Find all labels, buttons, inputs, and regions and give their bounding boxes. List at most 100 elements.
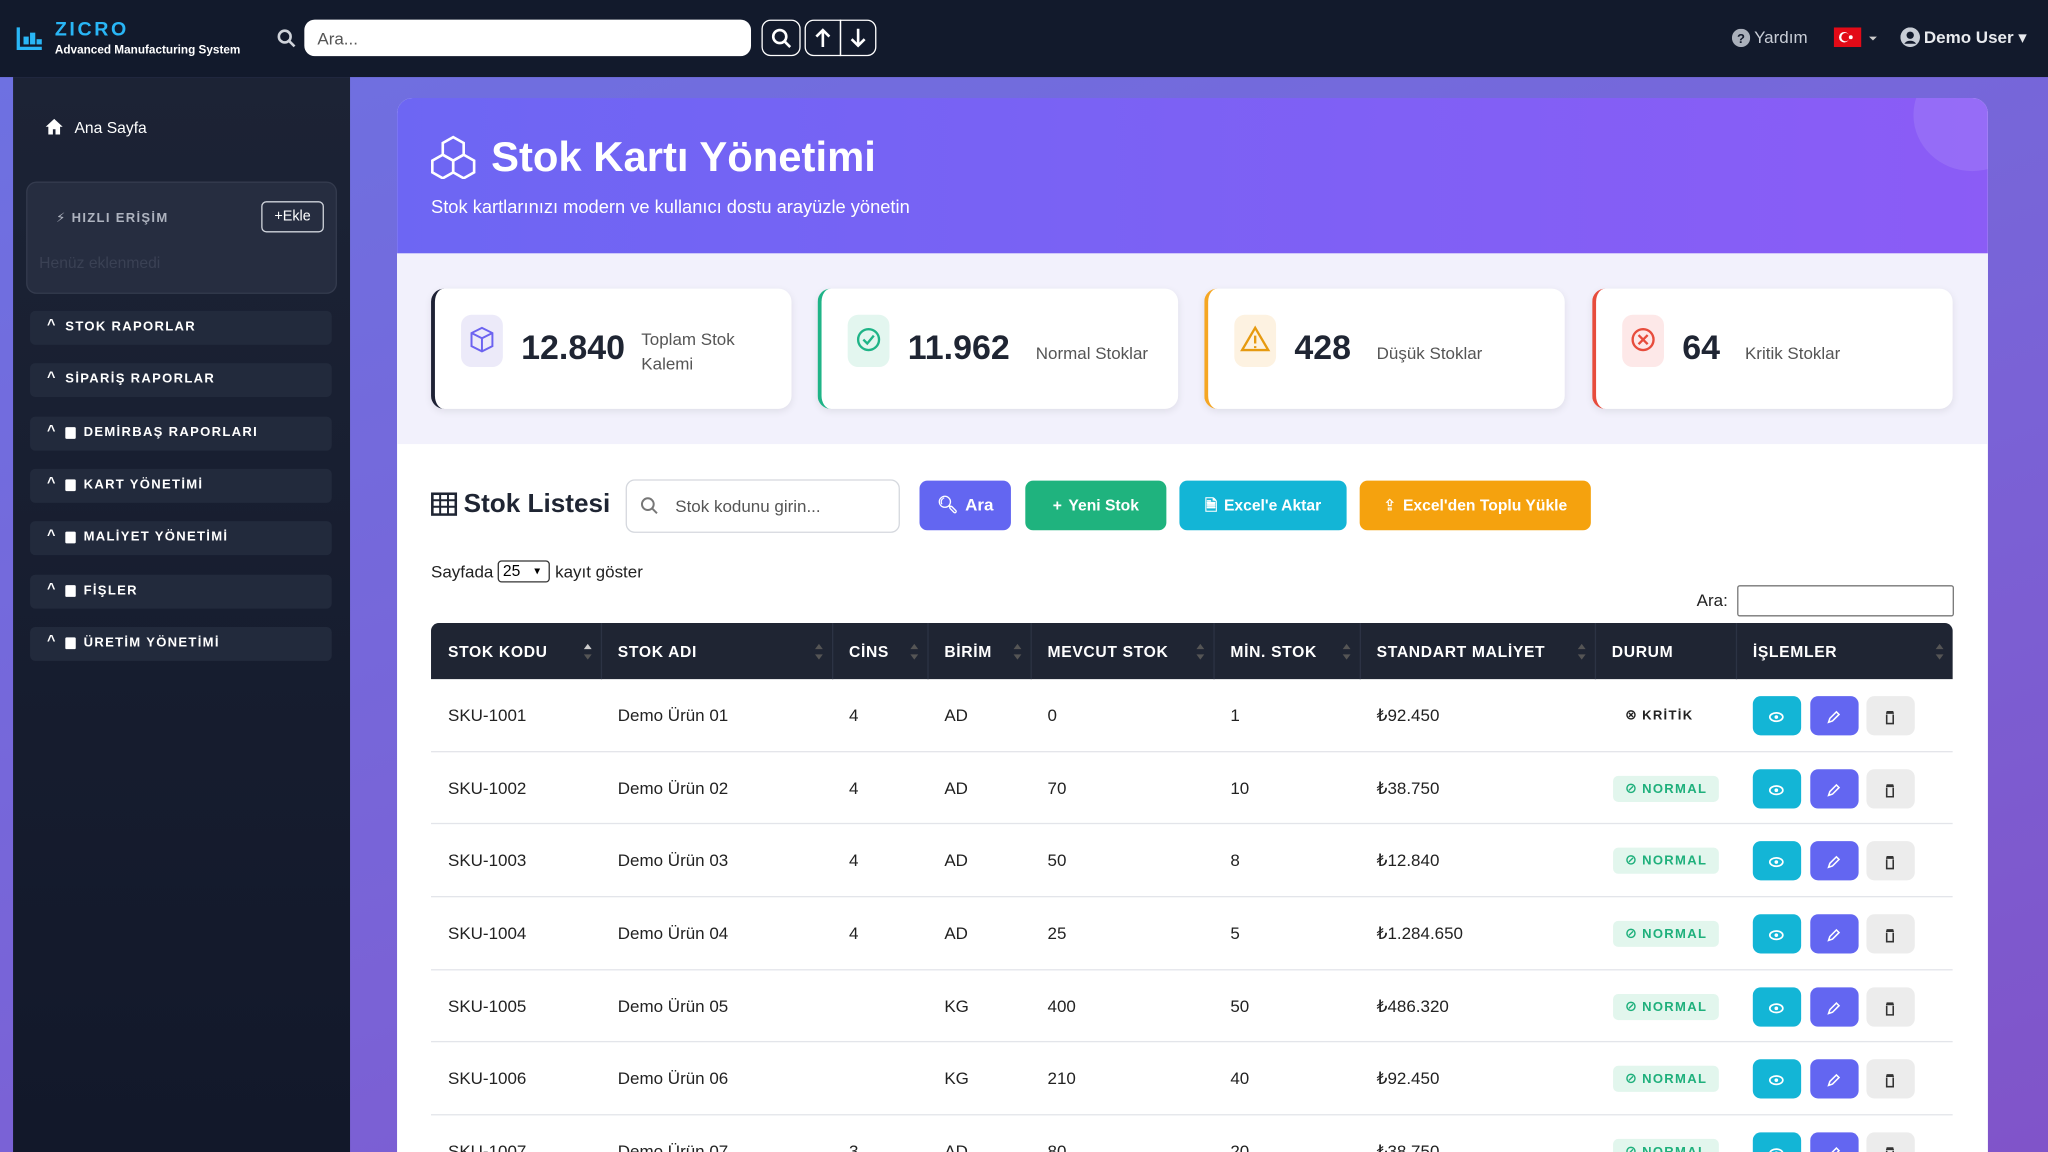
delete-button[interactable]	[1866, 768, 1915, 808]
brand: ZICRO	[54, 18, 129, 41]
menu-item[interactable]: ^ SİPARİŞ RAPORLAR	[30, 363, 332, 398]
prev-button[interactable]	[804, 19, 842, 57]
cell: 50	[1047, 850, 1067, 871]
edit-button[interactable]	[1810, 695, 1859, 736]
menu-item[interactable]: ^ MALİYET YÖNETİMİ	[30, 521, 332, 556]
cell: SKU-1005	[447, 996, 527, 1016]
menu-icon	[65, 531, 76, 544]
help-icon: ?	[1731, 28, 1751, 48]
column-header[interactable]: STOK ADI	[617, 642, 698, 661]
menu-chevron: ^	[47, 527, 56, 544]
menu-item[interactable]: ^ DEMİRBAŞ RAPORLARI	[30, 416, 332, 451]
cell: 5	[1230, 923, 1240, 943]
cell: AD	[944, 850, 968, 871]
column-header[interactable]: CİNS	[848, 642, 890, 661]
view-button[interactable]	[1752, 768, 1802, 808]
delete-button[interactable]	[1866, 695, 1915, 736]
view-button[interactable]	[1752, 695, 1802, 736]
menu-label: STOK RAPORLAR	[65, 319, 196, 335]
cell: 4	[848, 777, 859, 798]
cell: 210	[1047, 1068, 1076, 1089]
cell: SKU-1007	[447, 1141, 527, 1152]
quick-access-add[interactable]: +Ekle	[261, 201, 324, 233]
edit-button[interactable]	[1810, 841, 1859, 881]
delete-button[interactable]	[1866, 914, 1915, 954]
filter-input[interactable]	[1737, 585, 1954, 617]
toolbar-button[interactable]: ⇪ Excel'den Toplu Yükle	[1359, 480, 1591, 531]
status-badge: ⊘NORMAL	[1613, 847, 1719, 875]
column-header[interactable]: BİRİM	[944, 642, 992, 661]
help-link[interactable]: Yardım	[1754, 27, 1808, 48]
cell: KG	[944, 1068, 969, 1089]
cell: AD	[944, 1141, 968, 1152]
toolbar-button[interactable]: + Yeni Stok	[1025, 480, 1167, 531]
column-header[interactable]: İŞLEMLER	[1752, 642, 1838, 661]
column-divider	[927, 623, 929, 680]
column-header[interactable]: DURUM	[1611, 642, 1674, 661]
cell: AD	[944, 923, 968, 943]
menu-label: KART YÖNETİMİ	[83, 477, 204, 493]
edit-button[interactable]	[1810, 1132, 1859, 1152]
menu-icon	[65, 637, 76, 649]
stat-value: 428	[1294, 327, 1352, 368]
toolbar-button[interactable]: 🗎︎ Excel'e Aktar	[1179, 480, 1347, 531]
view-button[interactable]	[1752, 1132, 1802, 1152]
column-divider	[1213, 623, 1215, 680]
user-menu[interactable]: Demo User ▾	[1923, 27, 2027, 48]
status-icon: ⊘	[1624, 853, 1639, 869]
status-text: NORMAL	[1642, 1146, 1707, 1152]
menu-item[interactable]: ^ FİŞLER	[30, 574, 332, 608]
logo-icon	[16, 27, 42, 50]
status-icon: ⊗	[1624, 707, 1639, 724]
cell: 25	[1047, 923, 1067, 943]
button-icon: +	[1052, 496, 1062, 515]
column-header[interactable]: MEVCUT STOK	[1047, 642, 1169, 661]
cell: ₺486.320	[1376, 996, 1449, 1016]
edit-button[interactable]	[1810, 986, 1859, 1027]
view-button[interactable]	[1752, 841, 1802, 881]
view-button[interactable]	[1752, 986, 1802, 1027]
edit-button[interactable]	[1810, 1059, 1859, 1099]
status-badge: ⊘NORMAL	[1613, 1138, 1719, 1152]
next-button[interactable]	[839, 19, 877, 57]
status-icon: ⊘	[1624, 998, 1639, 1015]
delete-button[interactable]	[1866, 841, 1915, 881]
menu-item[interactable]: ^ STOK RAPORLAR	[30, 310, 332, 345]
cell: SKU-1004	[447, 923, 527, 943]
cell: 400	[1047, 996, 1076, 1016]
cell: Demo Ürün 05	[617, 996, 729, 1016]
table-row	[431, 897, 1953, 971]
column-header[interactable]: STANDART MALİYET	[1376, 642, 1546, 661]
edit-button[interactable]	[1810, 914, 1859, 954]
toolbar-button[interactable]: 🔍︎ Ara	[919, 480, 1011, 531]
stat-label: Toplam Stok Kalemi	[641, 329, 735, 374]
cell: Demo Ürün 02	[617, 777, 729, 798]
home-link[interactable]: Ana Sayfa	[74, 118, 147, 138]
language-flag[interactable]	[1833, 27, 1878, 48]
cell: SKU-1006	[447, 1068, 527, 1089]
menu-item[interactable]: ^ ÜRETİM YÖNETİMİ	[30, 626, 332, 661]
menu-item[interactable]: ^ KART YÖNETİMİ	[30, 468, 332, 503]
view-button[interactable]	[1752, 914, 1802, 954]
page-size-select[interactable]: 25 ▾	[497, 560, 550, 583]
status-badge: ⊘NORMAL	[1613, 1066, 1719, 1093]
column-header[interactable]: MİN. STOK	[1230, 642, 1317, 661]
menu-chevron: ^	[47, 317, 56, 334]
column-header[interactable]: STOK KODU	[447, 642, 548, 661]
cell: 3	[848, 1141, 859, 1152]
cell: Demo Ürün 01	[617, 705, 729, 725]
button-icon: 🔍︎	[936, 495, 959, 515]
edit-button[interactable]	[1810, 768, 1859, 808]
delete-button[interactable]	[1866, 1059, 1915, 1099]
cell: 4	[848, 850, 859, 871]
delete-button[interactable]	[1866, 986, 1915, 1027]
cell: Demo Ürün 06	[617, 1068, 729, 1089]
column-divider	[1594, 623, 1597, 680]
global-search[interactable]: Ara...	[304, 19, 752, 57]
delete-button[interactable]	[1866, 1132, 1915, 1152]
column-divider	[600, 623, 603, 680]
view-button[interactable]	[1752, 1059, 1802, 1099]
search-button[interactable]	[761, 19, 801, 57]
list-search[interactable]: Stok kodunu girin...	[625, 479, 900, 533]
